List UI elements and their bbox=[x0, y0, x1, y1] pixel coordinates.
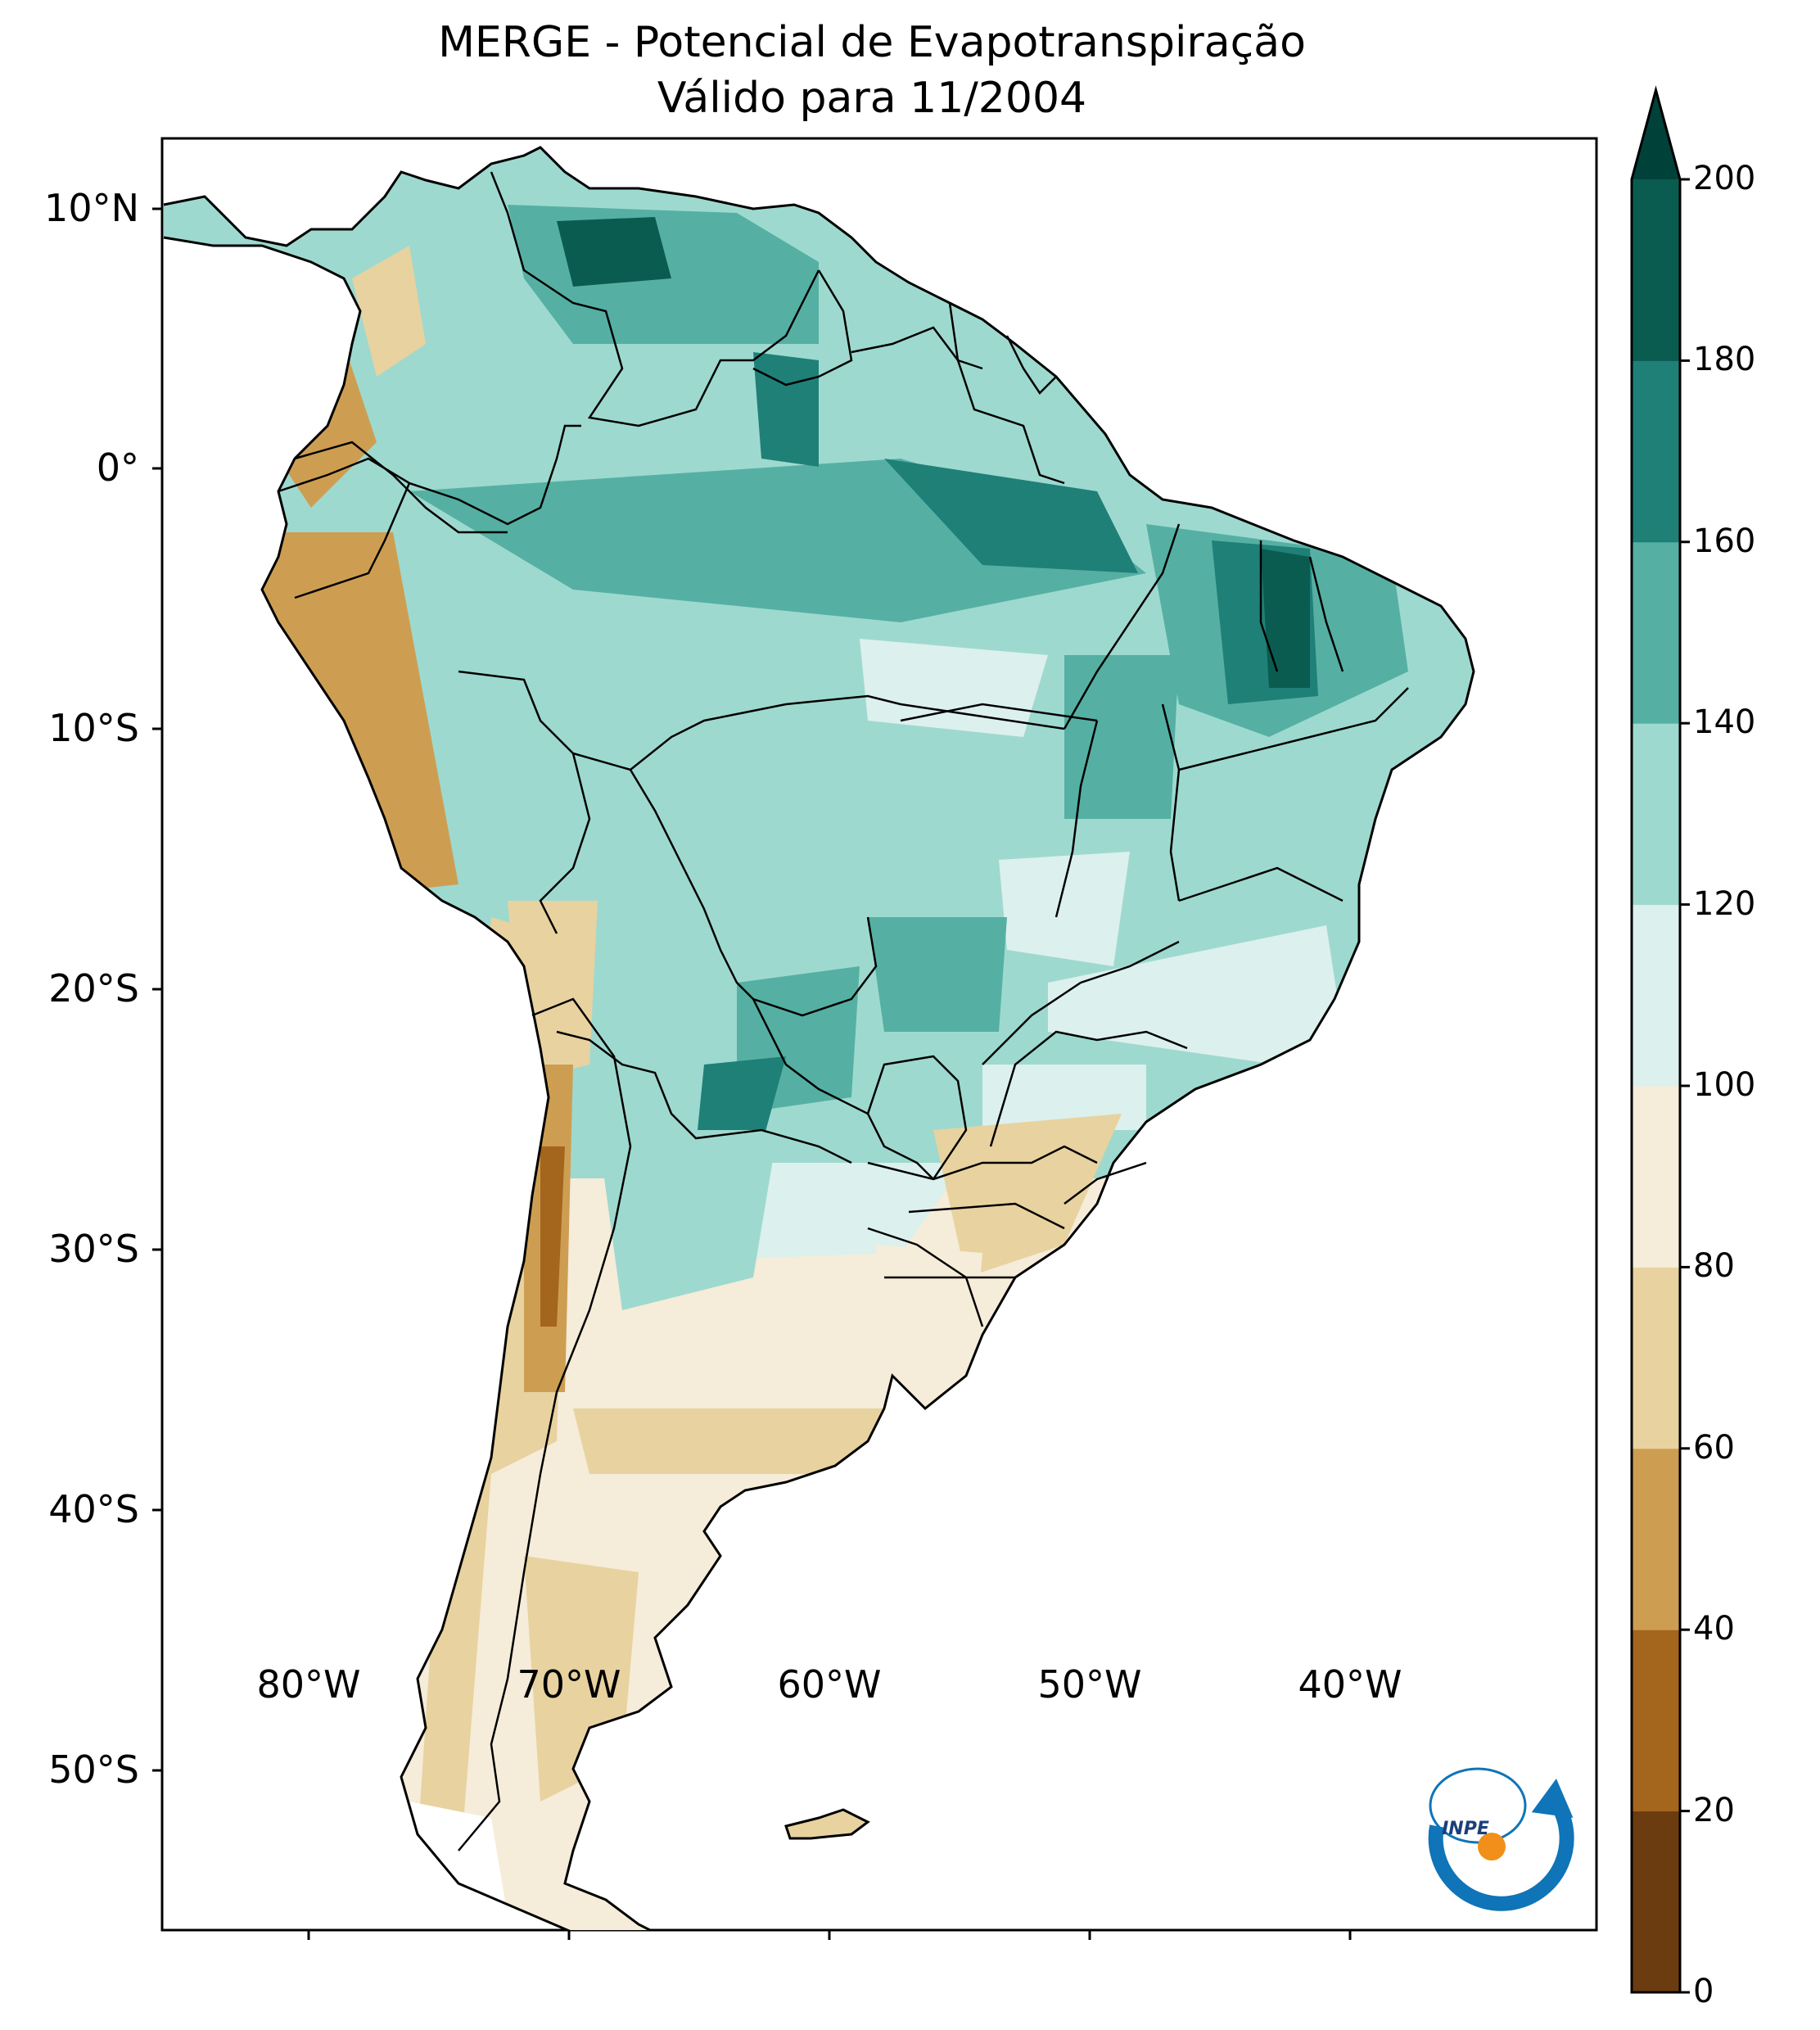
lat-label-20s: 20°S bbox=[48, 966, 139, 1010]
colorbar-tick-label: 0 bbox=[1693, 1973, 1714, 2010]
falkland-islands bbox=[784, 1808, 870, 1840]
lat-label-10n: 10°N bbox=[44, 186, 139, 230]
lat-ticks bbox=[152, 207, 162, 1772]
lon-label-60w: 60°W bbox=[777, 1662, 882, 1707]
lat-label-30s: 30°S bbox=[48, 1227, 139, 1271]
colorbar-band bbox=[1632, 904, 1680, 1087]
logo-arrow-icon bbox=[1531, 1778, 1574, 1818]
colorbar-tick-label: 60 bbox=[1693, 1428, 1735, 1467]
colorbar-band bbox=[1632, 541, 1680, 724]
lon-label-50w: 50°W bbox=[1037, 1662, 1142, 1707]
colorbar-tick-label: 180 bbox=[1693, 341, 1756, 379]
inpe-logo: INPE bbox=[1428, 1767, 1574, 1911]
lon-ticks bbox=[307, 1930, 1352, 1940]
colorbar-tick-label: 100 bbox=[1693, 1066, 1756, 1104]
colorbar-band bbox=[1632, 1811, 1680, 1993]
colorbar-tick-label: 120 bbox=[1693, 884, 1756, 923]
colorbar-tick-label: 160 bbox=[1693, 522, 1756, 560]
colorbar-band bbox=[1632, 1630, 1680, 1812]
logo-swoosh bbox=[1428, 1797, 1574, 1911]
lat-label-0: 0° bbox=[96, 445, 139, 490]
country-borders bbox=[278, 171, 1409, 1851]
lon-label-80w: 80°W bbox=[256, 1662, 361, 1707]
colorbar-extend-arrow bbox=[1632, 90, 1680, 179]
colorbar-band bbox=[1632, 1448, 1680, 1630]
colorbar-band bbox=[1632, 1086, 1680, 1268]
map-title: MERGE - Potencial de Evapotranspiração bbox=[438, 18, 1306, 67]
colorbar-tick-label: 40 bbox=[1693, 1610, 1735, 1648]
colorbar-band bbox=[1632, 179, 1680, 361]
lat-label-40s: 40°S bbox=[48, 1487, 139, 1531]
colorbar-tick-label: 140 bbox=[1693, 703, 1756, 742]
colorbar-band bbox=[1632, 723, 1680, 906]
colorbar bbox=[1630, 85, 1690, 1994]
coastline bbox=[163, 146, 1475, 1930]
logo-sun-icon bbox=[1478, 1833, 1506, 1860]
colorbar-tick-label: 80 bbox=[1693, 1247, 1735, 1286]
logo-text: INPE bbox=[1442, 1819, 1489, 1839]
lat-label-50s: 50°S bbox=[48, 1747, 139, 1792]
colorbar-tick-label: 200 bbox=[1693, 160, 1756, 197]
colorbar-band bbox=[1632, 1267, 1680, 1449]
lon-label-70w: 70°W bbox=[517, 1662, 621, 1707]
lon-label-40w: 40°W bbox=[1298, 1662, 1402, 1707]
colorbar-tick-label: 20 bbox=[1693, 1791, 1735, 1829]
lat-label-10s: 10°S bbox=[48, 706, 139, 750]
logo-orbit bbox=[1429, 1767, 1527, 1844]
map-subtitle: Válido para 11/2004 bbox=[657, 74, 1087, 123]
colorbar-band bbox=[1632, 360, 1680, 543]
